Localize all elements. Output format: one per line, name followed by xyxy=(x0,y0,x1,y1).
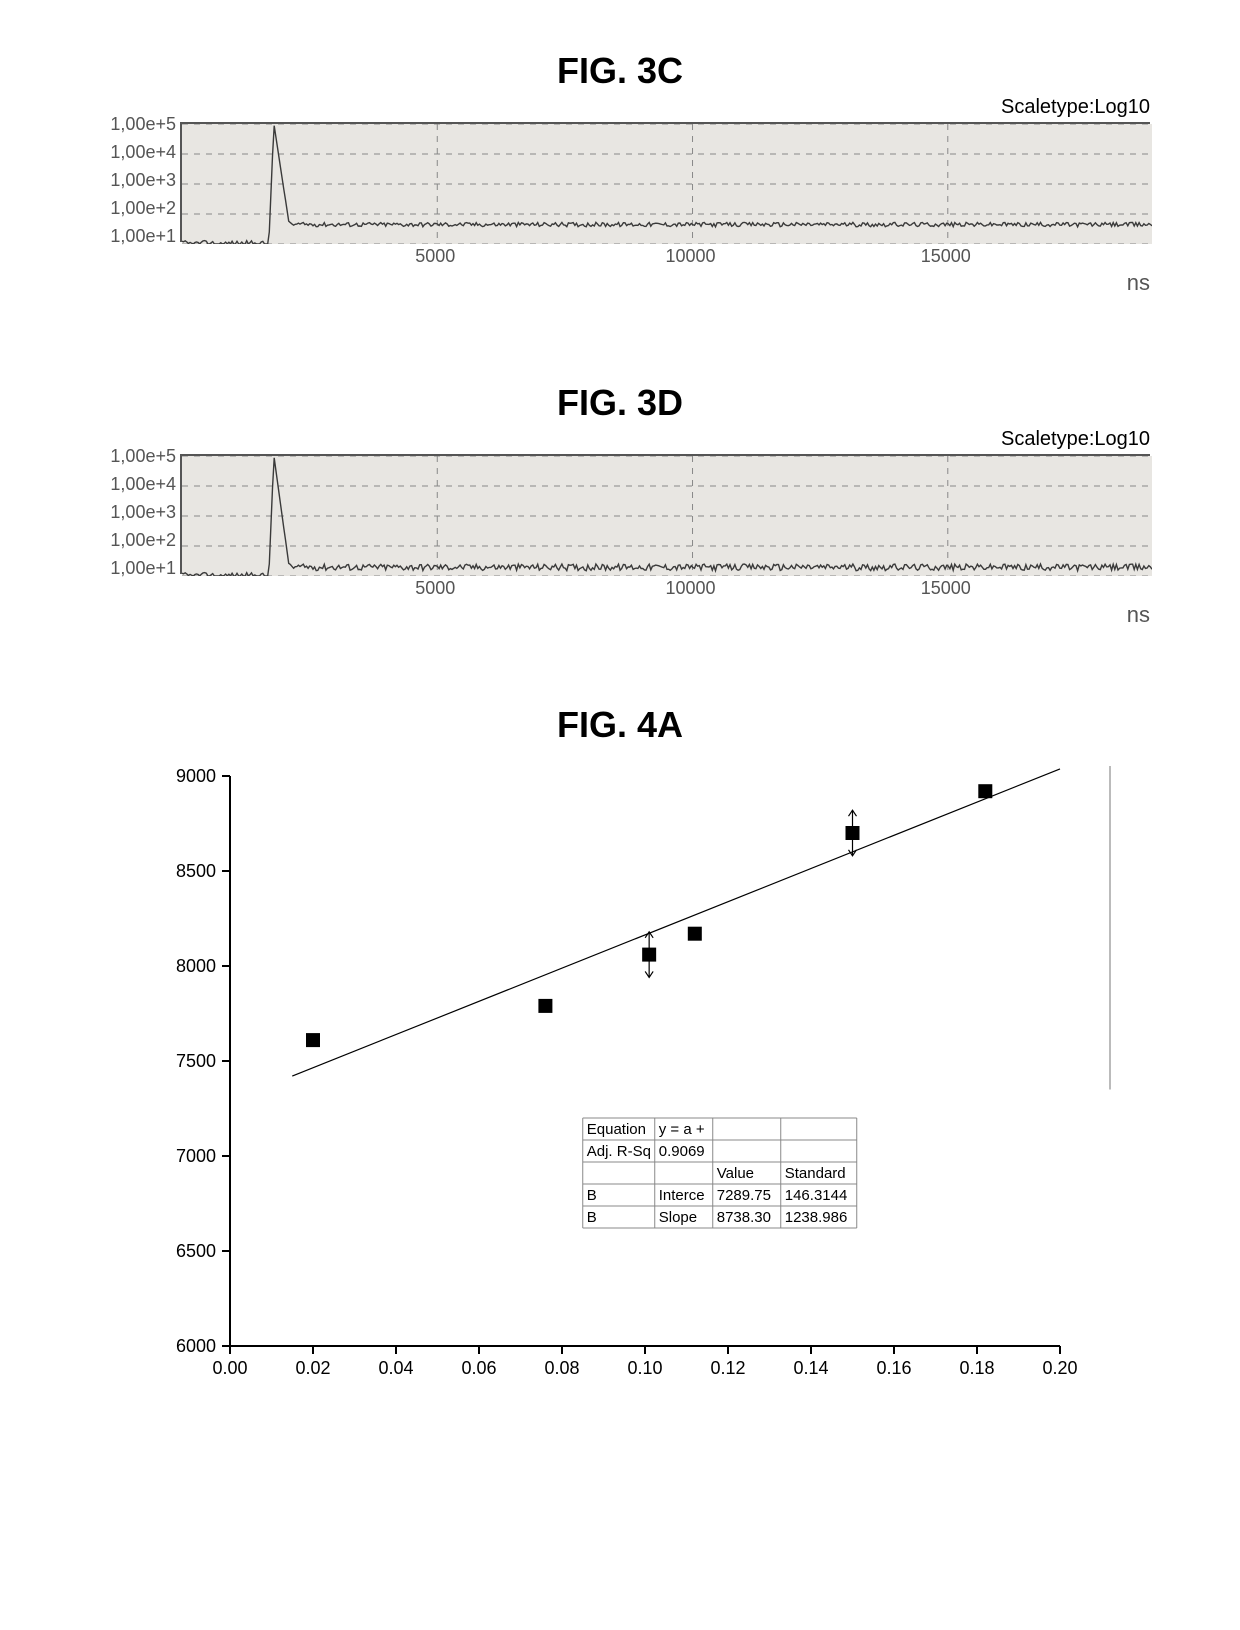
fig3d-ylab-4: 1,00e+4 xyxy=(90,474,176,495)
fig4a-svg: 6000 6500 7000 7500 8000 8500 9000 0.00 0.02 0.04… xyxy=(120,756,1120,1396)
svg-text:1238.986: 1238.986 xyxy=(785,1209,848,1226)
svg-text:0.02: 0.02 xyxy=(295,1358,330,1378)
fig3c-ylab-3: 1,00e+3 xyxy=(90,170,176,191)
fig3d-title: FIG. 3D xyxy=(0,382,1240,424)
svg-text:8738.30: 8738.30 xyxy=(717,1209,771,1226)
svg-text:6500: 6500 xyxy=(176,1241,216,1261)
svg-text:8000: 8000 xyxy=(176,956,216,976)
fig3d-xlab-1: 5000 xyxy=(395,578,475,599)
fig3c-title: FIG. 3C xyxy=(0,50,1240,92)
svg-text:Interce: Interce xyxy=(659,1187,705,1204)
svg-text:0.10: 0.10 xyxy=(627,1358,662,1378)
fig3c-ylab-1: 1,00e+1 xyxy=(90,226,176,247)
fig3d-svg xyxy=(182,456,1152,576)
svg-text:y = a +: y = a + xyxy=(659,1121,705,1138)
fig3c-svg xyxy=(182,124,1152,244)
fig3c-unit: ns xyxy=(1127,270,1150,296)
fig3d-ylab-1: 1,00e+1 xyxy=(90,558,176,579)
svg-text:B: B xyxy=(587,1209,597,1226)
svg-text:0.00: 0.00 xyxy=(212,1358,247,1378)
svg-text:0.12: 0.12 xyxy=(710,1358,745,1378)
svg-text:Adj. R-Sq: Adj. R-Sq xyxy=(587,1143,651,1160)
fig3d-xlab-2: 10000 xyxy=(651,578,731,599)
fig3c-plot xyxy=(180,122,1150,242)
fig3c-ylab-5: 1,00e+5 xyxy=(90,114,176,135)
svg-text:Standard: Standard xyxy=(785,1165,846,1182)
fig3c-xlab-1: 5000 xyxy=(395,246,475,267)
svg-text:0.9069: 0.9069 xyxy=(659,1143,705,1160)
svg-text:B: B xyxy=(587,1187,597,1204)
svg-text:9000: 9000 xyxy=(176,766,216,786)
fig3c-xlab-2: 10000 xyxy=(651,246,731,267)
svg-text:8500: 8500 xyxy=(176,861,216,881)
fig3d-ylab-2: 1,00e+2 xyxy=(90,530,176,551)
fig3d-ylab-5: 1,00e+5 xyxy=(90,446,176,467)
svg-text:Value: Value xyxy=(717,1165,754,1182)
fig3c-xlab-3: 15000 xyxy=(906,246,986,267)
fig4a-chart: 6000 6500 7000 7500 8000 8500 9000 0.00 0.02 0.04… xyxy=(120,756,1120,1396)
svg-text:0.14: 0.14 xyxy=(793,1358,828,1378)
fig3c-ylab-4: 1,00e+4 xyxy=(90,142,176,163)
svg-text:0.06: 0.06 xyxy=(461,1358,496,1378)
fig4a-title: FIG. 4A xyxy=(0,704,1240,746)
svg-text:Equation: Equation xyxy=(587,1121,646,1138)
fig3d-plot xyxy=(180,454,1150,574)
svg-text:146.3144: 146.3144 xyxy=(785,1187,848,1204)
fig3d-xlab-3: 15000 xyxy=(906,578,986,599)
svg-text:7500: 7500 xyxy=(176,1051,216,1071)
fig3c-scaletype: Scaletype:Log10 xyxy=(1001,96,1150,119)
svg-text:0.04: 0.04 xyxy=(378,1358,413,1378)
svg-text:0.16: 0.16 xyxy=(876,1358,911,1378)
fig3d-ylab-3: 1,00e+3 xyxy=(90,502,176,523)
svg-text:0.08: 0.08 xyxy=(544,1358,579,1378)
fig3d-chart: Scaletype:Log10 1,00e+5 1,00e+4 1,00e+3 … xyxy=(90,434,1150,634)
svg-text:0.18: 0.18 xyxy=(959,1358,994,1378)
fig3c-ylab-2: 1,00e+2 xyxy=(90,198,176,219)
svg-text:7000: 7000 xyxy=(176,1146,216,1166)
svg-text:7289.75: 7289.75 xyxy=(717,1187,771,1204)
svg-text:0.20: 0.20 xyxy=(1042,1358,1077,1378)
svg-text:Slope: Slope xyxy=(659,1209,697,1226)
svg-text:6000: 6000 xyxy=(176,1336,216,1356)
fig3d-scaletype: Scaletype:Log10 xyxy=(1001,428,1150,451)
fig3d-unit: ns xyxy=(1127,602,1150,628)
fig3c-chart: Scaletype:Log10 1,00e+5 1,00e+4 1,00e+3 … xyxy=(90,102,1150,302)
